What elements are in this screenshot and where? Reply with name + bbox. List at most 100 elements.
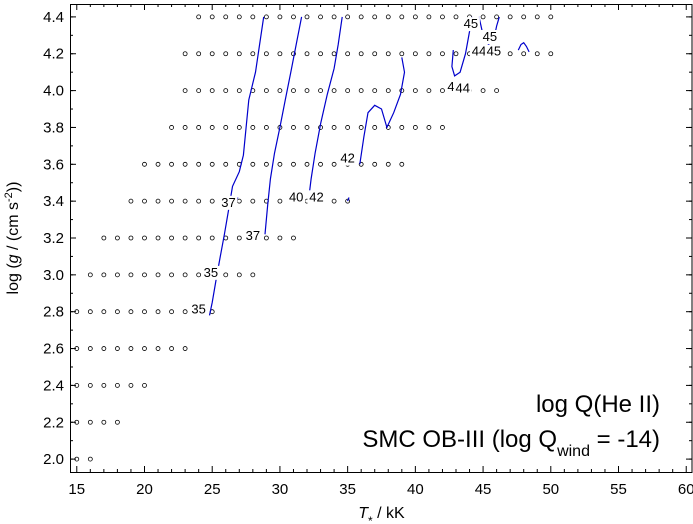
model-grid-point bbox=[209, 125, 215, 130]
model-grid-point bbox=[399, 14, 405, 20]
y-axis-ticks: 2.0 2.2 2.4 2.6 2.8 3.0 3.2 3.4 3.6 3.8 4.0 4.2 4.4 bbox=[43, 9, 692, 468]
model-grid-point bbox=[236, 198, 242, 204]
model-grid-point bbox=[250, 161, 256, 167]
x-tick-label: 40 bbox=[407, 481, 424, 498]
y-tick-label: 4.2 bbox=[43, 46, 64, 63]
contour-label: 44 bbox=[472, 44, 486, 59]
contour-label-background bbox=[470, 44, 489, 59]
model-grid-point bbox=[250, 125, 256, 130]
model-grid-point bbox=[291, 235, 296, 241]
model-grid-point bbox=[101, 272, 107, 278]
model-grid-point bbox=[182, 161, 188, 167]
contour-label: 45 bbox=[464, 16, 478, 31]
y-tick-label: 3.4 bbox=[43, 193, 64, 210]
model-grid-point bbox=[318, 51, 323, 57]
y-tick-label: 3.8 bbox=[43, 119, 64, 136]
model-grid-point bbox=[358, 125, 364, 130]
model-grid-point bbox=[426, 14, 432, 20]
model-grid-point bbox=[507, 14, 513, 20]
model-grid-point bbox=[521, 14, 527, 20]
model-grid-point bbox=[169, 309, 174, 315]
model-grid-point bbox=[87, 419, 93, 425]
contour-label-background bbox=[243, 229, 262, 243]
contour-label-background bbox=[201, 265, 220, 280]
y-tick-label: 3.0 bbox=[43, 267, 64, 284]
model-grid-point bbox=[101, 346, 107, 351]
model-grid-point bbox=[372, 88, 378, 93]
x-tick-label: 30 bbox=[272, 481, 289, 498]
model-grid-point bbox=[236, 14, 242, 20]
model-grid-point bbox=[87, 272, 93, 278]
model-grid-point bbox=[209, 198, 215, 204]
contour-label-background bbox=[484, 44, 503, 59]
model-grid-point bbox=[236, 272, 242, 278]
model-grid-point bbox=[412, 88, 418, 93]
model-grid-point bbox=[304, 161, 310, 167]
y-tick-label: 3.6 bbox=[43, 156, 64, 173]
annotation-line-2-main: SMC OB-III (log Q bbox=[362, 426, 557, 453]
model-grid-point bbox=[412, 125, 418, 130]
model-grid-point bbox=[277, 51, 283, 57]
x-tick-label: 45 bbox=[475, 481, 492, 498]
contour-label-background bbox=[453, 81, 472, 96]
model-grid-point bbox=[291, 14, 296, 20]
model-grid-point bbox=[507, 51, 513, 57]
model-grid-point bbox=[494, 88, 500, 93]
contour-label: 42 bbox=[340, 151, 354, 166]
y-axis-title: log (g / (cm s-2)) bbox=[3, 182, 22, 295]
model-grid-point bbox=[412, 51, 418, 57]
model-grid-point bbox=[480, 88, 486, 93]
annotation-line-2-end: = -14) bbox=[590, 426, 660, 453]
model-grid-point bbox=[426, 51, 432, 57]
model-grid-point bbox=[426, 125, 432, 130]
model-grid-point bbox=[358, 161, 364, 167]
x-tick-label: 50 bbox=[542, 481, 559, 498]
model-grid-point bbox=[250, 14, 256, 20]
y-axis-title-mid: / (cm s bbox=[5, 202, 22, 254]
y-tick-label: 2.8 bbox=[43, 304, 64, 321]
y-axis-title-post: )) bbox=[5, 182, 22, 193]
model-grid-point bbox=[440, 88, 445, 93]
model-grid-point bbox=[142, 198, 147, 204]
model-grid-point bbox=[169, 346, 174, 351]
contour-label-background bbox=[461, 17, 480, 32]
annotation-line-2-subscript: wind bbox=[556, 443, 590, 460]
model-grid-point bbox=[534, 51, 540, 57]
plot-area: 35353737404242444445444545 bbox=[74, 14, 554, 462]
model-grid-point bbox=[494, 14, 500, 20]
model-grid-point bbox=[209, 161, 215, 167]
model-grid-point bbox=[277, 14, 283, 20]
model-grid-point bbox=[101, 419, 107, 425]
model-grid-point bbox=[345, 88, 351, 93]
model-grid-point bbox=[440, 125, 445, 130]
model-grid-point bbox=[209, 88, 215, 93]
model-grid-point bbox=[263, 51, 269, 57]
model-grid-point bbox=[304, 51, 310, 57]
model-grid-point bbox=[115, 346, 120, 351]
model-grid-point bbox=[155, 235, 161, 241]
model-grid-point bbox=[115, 419, 120, 425]
model-grid-point bbox=[236, 88, 242, 93]
y-tick-label: 4.4 bbox=[43, 9, 64, 26]
model-grid-point bbox=[155, 346, 161, 351]
x-tick-label: 25 bbox=[204, 481, 221, 498]
model-grid-point bbox=[304, 88, 310, 93]
model-grid-point bbox=[291, 88, 296, 93]
contour-label-background bbox=[219, 195, 238, 210]
contour-label: 40 bbox=[289, 189, 303, 204]
model-grid-point bbox=[142, 272, 147, 278]
model-grid-point bbox=[521, 51, 527, 57]
contour-label: 35 bbox=[204, 265, 218, 280]
model-grid-point bbox=[534, 14, 540, 20]
y-axis-title-g: g bbox=[5, 254, 22, 263]
model-grid-point bbox=[263, 125, 269, 130]
model-grid-point bbox=[128, 272, 134, 278]
model-grid-point bbox=[115, 383, 120, 388]
model-grid-point bbox=[196, 272, 202, 278]
model-grid-point bbox=[548, 14, 554, 20]
model-grid-point bbox=[209, 14, 215, 20]
model-grid-point bbox=[358, 51, 364, 57]
y-tick-label: 4.0 bbox=[43, 83, 64, 100]
model-grid-point bbox=[87, 456, 93, 462]
